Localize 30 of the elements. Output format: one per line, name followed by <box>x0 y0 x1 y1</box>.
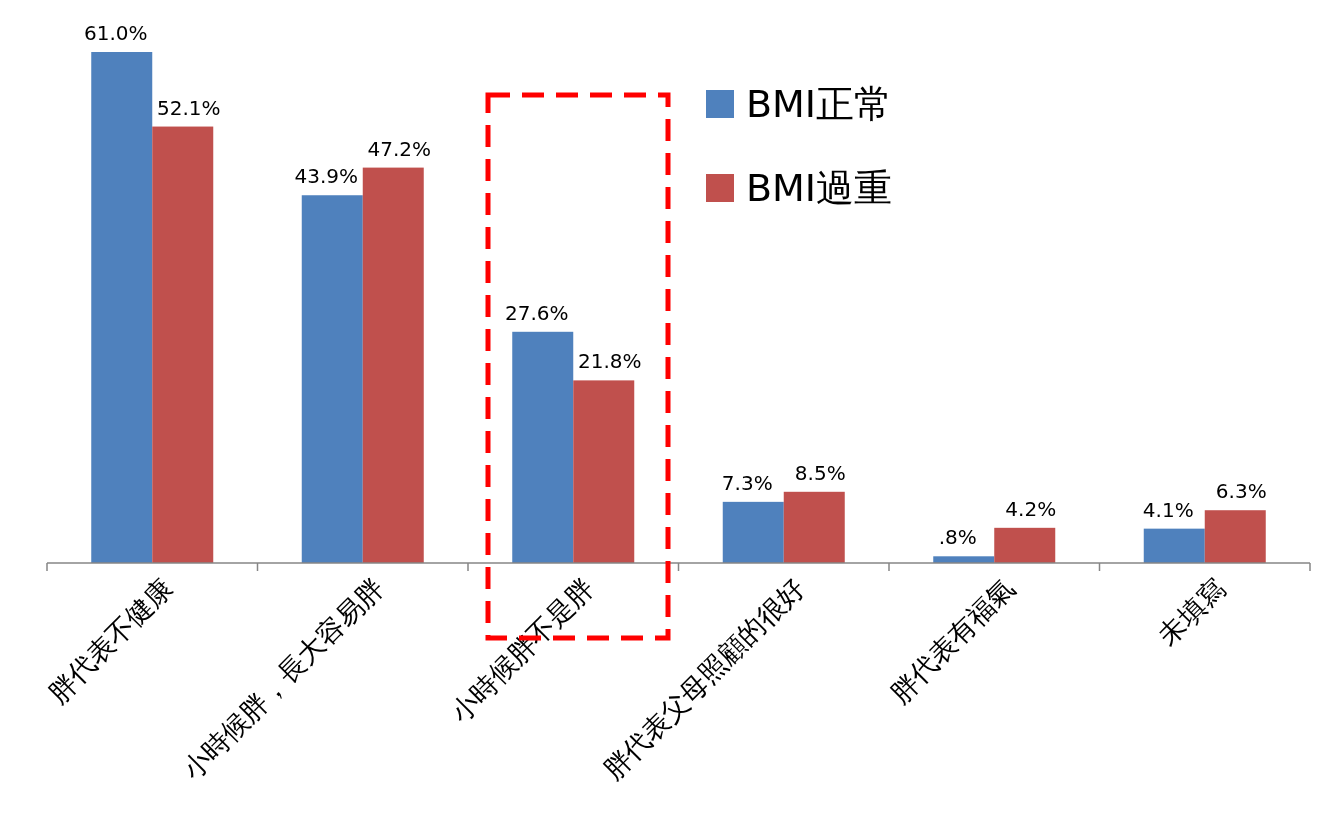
bar <box>722 501 784 563</box>
data-label: 7.3% <box>721 470 773 495</box>
bar <box>994 527 1056 563</box>
data-label: 6.3% <box>1215 479 1267 504</box>
bar <box>1143 528 1205 563</box>
bar <box>301 195 363 563</box>
data-label: .8% <box>938 525 977 550</box>
data-label: 52.1% <box>156 95 221 120</box>
x-tick-label: 未填寫 <box>1151 572 1231 652</box>
bar <box>91 52 153 563</box>
data-label: 43.9% <box>294 164 359 189</box>
bar <box>783 491 845 563</box>
bar <box>1204 510 1266 563</box>
bar <box>512 331 574 563</box>
x-tick-label: 小時候胖，長大容易胖 <box>176 572 389 786</box>
x-tick-label: 胖代表有福氣 <box>884 572 1021 709</box>
x-tick-label: 胖代表父母照顧的很好 <box>597 572 810 786</box>
data-label: 21.8% <box>577 349 642 374</box>
legend-label: BMI正常 <box>746 82 893 126</box>
x-tick-label: 胖代表不健康 <box>42 572 179 709</box>
data-label: 8.5% <box>794 460 846 485</box>
data-label: 4.2% <box>1005 496 1057 521</box>
data-label: 47.2% <box>367 136 432 161</box>
legend-label: BMI過重 <box>746 166 893 210</box>
bar <box>362 167 424 563</box>
data-label: 27.6% <box>504 300 569 325</box>
data-label: 61.0% <box>83 21 148 45</box>
data-label: 4.1% <box>1142 497 1194 522</box>
bar <box>573 380 635 563</box>
bar <box>152 126 214 563</box>
